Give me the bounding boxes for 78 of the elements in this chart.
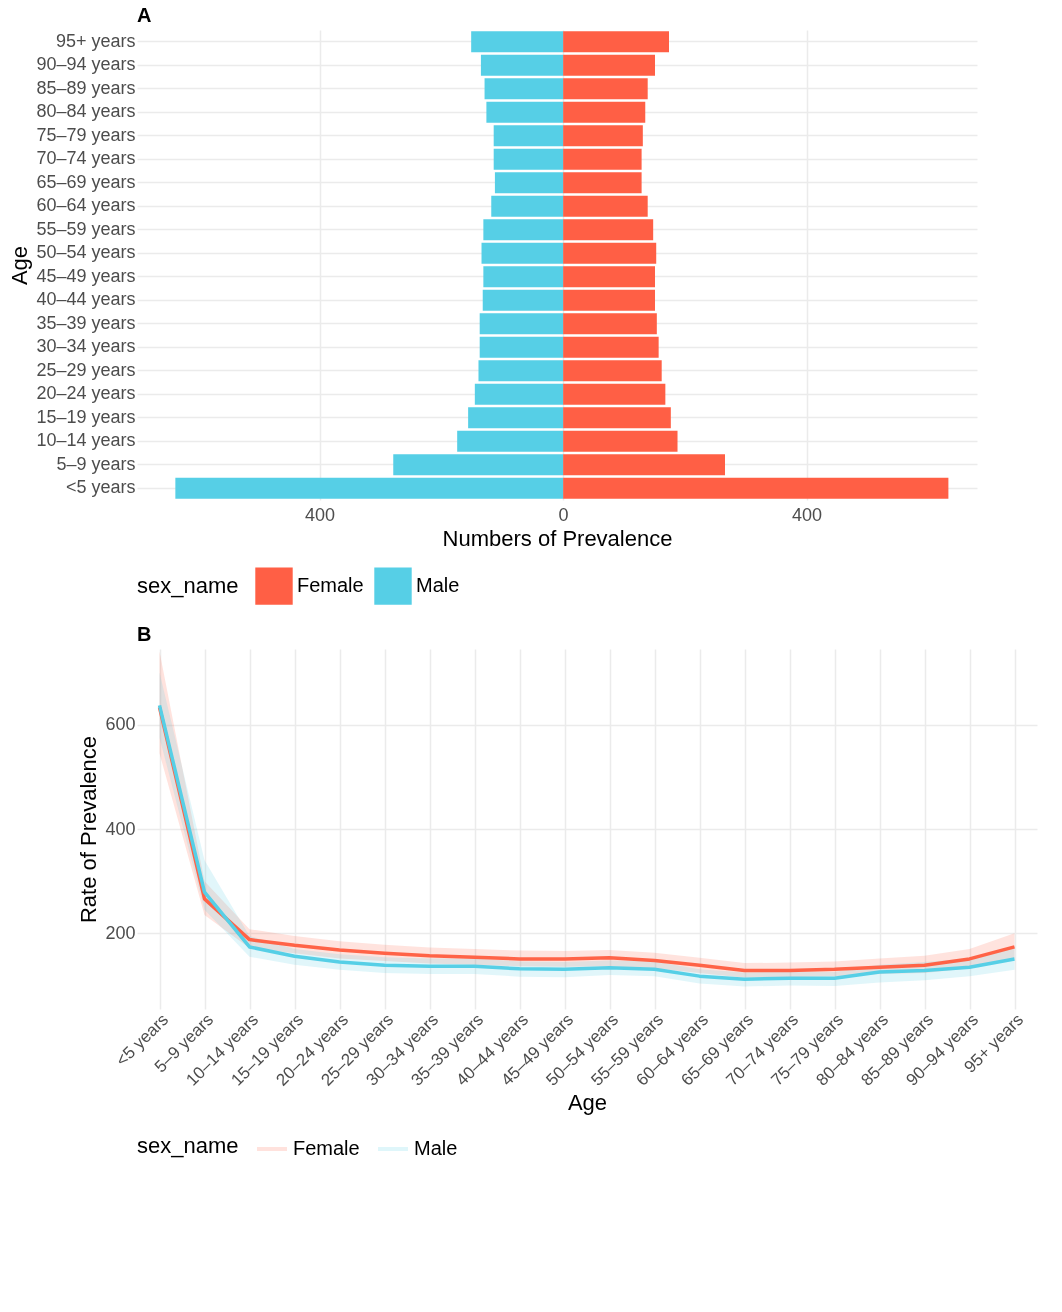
bar bbox=[483, 266, 564, 288]
y-tick-label: 15–19 years bbox=[36, 406, 136, 427]
bar bbox=[563, 289, 655, 311]
y-tick-label: 40–44 years bbox=[36, 289, 136, 310]
bar bbox=[563, 219, 654, 241]
bar bbox=[479, 313, 564, 335]
bar bbox=[563, 313, 657, 335]
bar bbox=[563, 125, 643, 147]
y-tick-label: 80–84 years bbox=[36, 101, 136, 122]
bar bbox=[480, 54, 564, 76]
bar bbox=[563, 148, 642, 170]
bar bbox=[563, 242, 657, 264]
bar bbox=[175, 477, 564, 499]
bar bbox=[563, 195, 648, 217]
y-tick-label: 95+ years bbox=[55, 30, 136, 51]
y-tick-label: 50–54 years bbox=[36, 242, 136, 263]
bar bbox=[563, 383, 666, 405]
bar bbox=[563, 101, 646, 123]
legend-label: Male bbox=[414, 1137, 458, 1159]
bar bbox=[563, 477, 949, 499]
bar bbox=[563, 360, 662, 382]
y-tick-label: 45–49 years bbox=[36, 265, 136, 286]
bar bbox=[482, 289, 564, 311]
legend-label: Male bbox=[416, 574, 460, 597]
y-axis-title: Rate of Prevalence bbox=[76, 735, 102, 924]
y-tick-label: 60–64 years bbox=[36, 195, 136, 216]
bar bbox=[481, 242, 564, 264]
bar bbox=[563, 54, 655, 76]
bar bbox=[563, 78, 648, 100]
bar bbox=[474, 383, 564, 405]
bar bbox=[563, 31, 669, 53]
x-axis-title: Age bbox=[567, 1089, 608, 1115]
bar bbox=[493, 148, 564, 170]
bar bbox=[563, 336, 659, 358]
x-tick-label: 0 bbox=[558, 504, 569, 525]
y-tick-label: 55–59 years bbox=[36, 218, 136, 239]
y-tick-label: 90–94 years bbox=[36, 54, 136, 75]
y-tick-label: 200 bbox=[105, 922, 136, 943]
y-tick-label: 65–69 years bbox=[36, 171, 136, 192]
y-tick-label: <5 years bbox=[65, 477, 136, 498]
y-tick-label: 25–29 years bbox=[36, 359, 136, 380]
legend-title: sex_name bbox=[137, 1133, 239, 1158]
bar bbox=[563, 407, 671, 429]
bar bbox=[494, 172, 564, 194]
bar bbox=[457, 430, 564, 452]
y-tick-label: 5–9 years bbox=[56, 453, 136, 474]
y-tick-label: 85–89 years bbox=[36, 77, 136, 98]
bar bbox=[468, 407, 564, 429]
bar bbox=[393, 454, 564, 476]
legend-title: sex_name bbox=[137, 573, 239, 598]
bar bbox=[471, 31, 564, 53]
y-tick-label: 10–14 years bbox=[36, 430, 136, 451]
bar bbox=[483, 219, 564, 241]
bar bbox=[491, 195, 564, 217]
chart-title: A bbox=[137, 4, 152, 26]
y-tick-label: 600 bbox=[105, 714, 136, 735]
chart-title: B bbox=[137, 623, 152, 645]
legend-label: Female bbox=[293, 1137, 360, 1159]
bar bbox=[563, 172, 642, 194]
y-tick-label: 35–39 years bbox=[36, 312, 136, 333]
bar bbox=[484, 78, 564, 100]
y-tick-label: 75–79 years bbox=[36, 124, 136, 145]
bar bbox=[493, 125, 564, 147]
bar bbox=[563, 454, 725, 476]
x-tick-label: 400 bbox=[305, 504, 336, 525]
bar bbox=[486, 101, 564, 123]
x-axis-title: Numbers of Prevalence bbox=[442, 525, 673, 551]
y-tick-label: 20–24 years bbox=[36, 383, 136, 404]
bar bbox=[563, 430, 678, 452]
x-tick-label: 400 bbox=[792, 504, 823, 525]
y-tick-label: 70–74 years bbox=[36, 148, 136, 169]
bar bbox=[479, 336, 564, 358]
legend-label: Female bbox=[297, 574, 364, 597]
bar bbox=[478, 360, 564, 382]
y-tick-label: 400 bbox=[105, 818, 136, 839]
bar bbox=[563, 266, 655, 288]
y-tick-label: 30–34 years bbox=[36, 336, 136, 357]
y-axis-title: Age bbox=[7, 245, 33, 286]
